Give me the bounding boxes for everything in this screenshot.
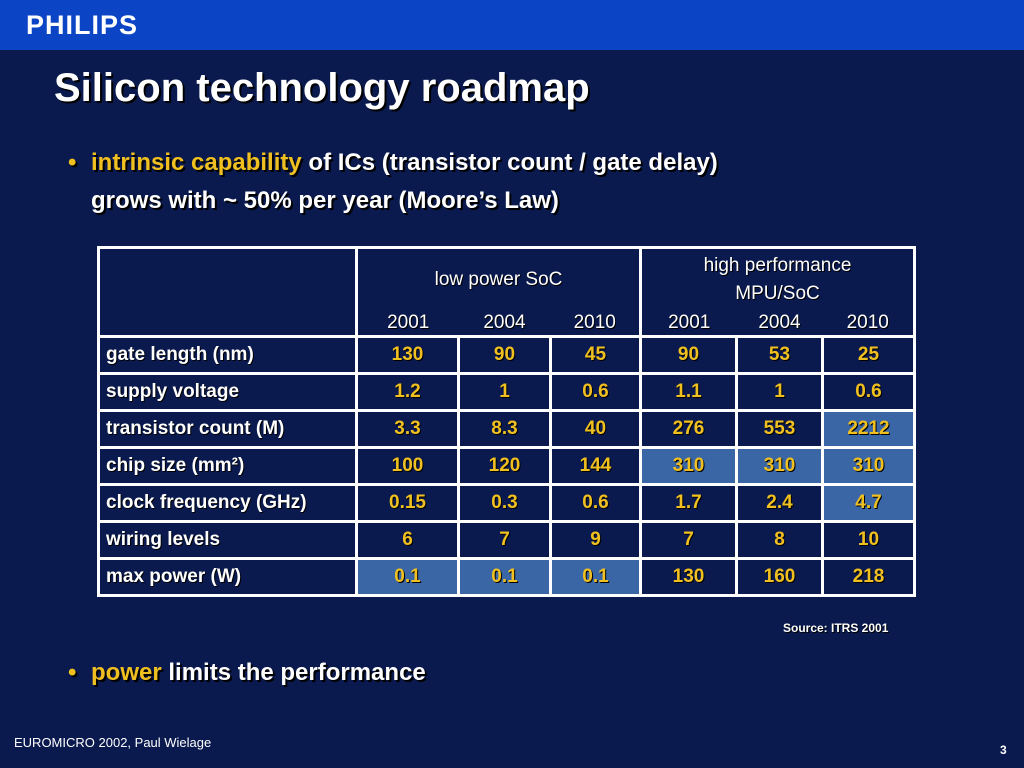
cell: 1 <box>735 372 824 412</box>
table-row: wiring levels 6 7 9 7 8 10 <box>97 520 916 560</box>
row-label: chip size (mm²) <box>97 446 358 486</box>
cell: 2.4 <box>735 483 824 523</box>
cell: 25 <box>821 335 916 375</box>
cell-shaded: 310 <box>735 446 824 486</box>
cell: 0.6 <box>821 372 916 412</box>
cell: 218 <box>821 557 916 597</box>
cell: 10 <box>821 520 916 560</box>
cell: 90 <box>639 335 738 375</box>
header-corner <box>97 246 358 338</box>
source-note: Source: ITRS 2001 <box>783 621 889 635</box>
table-row: supply voltage 1.2 1 0.6 1.1 1 0.6 <box>97 372 916 412</box>
cell-shaded: 310 <box>639 446 738 486</box>
cell: 0.3 <box>457 483 552 523</box>
table-row: chip size (mm²) 100 120 144 310 310 310 <box>97 446 916 486</box>
cell: 45 <box>549 335 642 375</box>
bullet-rest: limits the performance <box>161 659 426 686</box>
header-low-power: low power SoC <box>355 246 642 311</box>
cell-shaded: 310 <box>821 446 916 486</box>
top-bar: PHILIPS <box>0 0 1024 50</box>
cell: 276 <box>639 409 738 449</box>
cell: 1.1 <box>639 372 738 412</box>
year-low-2010: 2010 <box>550 311 642 337</box>
row-label: wiring levels <box>97 520 358 560</box>
header-high-performance: high performance MPU/SoC <box>639 246 916 311</box>
cell: 3.3 <box>355 409 460 449</box>
roadmap-table: low power SoC high performance MPU/SoC 2… <box>97 246 916 597</box>
cell: 553 <box>735 409 824 449</box>
cell: 100 <box>355 446 460 486</box>
footer-text: EUROMICRO 2002, Paul Wielage <box>14 735 212 750</box>
bullet-text: power limits the performance <box>91 654 426 692</box>
cell-shaded: 0.1 <box>457 557 552 597</box>
year-high-2004: 2004 <box>758 312 801 333</box>
bullet-highlight: power <box>91 659 162 686</box>
slide-title: Silicon technology roadmap <box>54 66 590 110</box>
cell: 130 <box>355 335 460 375</box>
row-label: clock frequency (GHz) <box>97 483 358 523</box>
year-high-2001: 2001 <box>668 312 711 333</box>
cell: 1.7 <box>639 483 738 523</box>
year-low-2001: 2001 <box>355 311 459 337</box>
cell: 40 <box>549 409 642 449</box>
cell: 0.15 <box>355 483 460 523</box>
year-low-2004: 2004 <box>483 312 526 333</box>
bullet-highlight: intrinsic capability <box>91 149 302 176</box>
header-high-performance-label: high performance MPU/SoC <box>703 255 852 304</box>
row-label: transistor count (M) <box>97 409 358 449</box>
cell: 160 <box>735 557 824 597</box>
year-high-2010: 2010 <box>822 311 916 337</box>
cell: 1 <box>457 372 552 412</box>
cell: 0.6 <box>549 372 642 412</box>
bullet-marker: • <box>68 149 77 176</box>
cell: 144 <box>549 446 642 486</box>
cell: 6 <box>355 520 460 560</box>
table-row: transistor count (M) 3.3 8.3 40 276 553 … <box>97 409 916 449</box>
table-row: clock frequency (GHz) 0.15 0.3 0.6 1.7 2… <box>97 483 916 523</box>
page-number: 3 <box>1000 743 1007 757</box>
cell-shaded: 0.1 <box>355 557 460 597</box>
cell: 53 <box>735 335 824 375</box>
row-label: max power (W) <box>97 557 358 597</box>
header-low-power-label: low power SoC <box>434 269 563 290</box>
table-row: gate length (nm) 130 90 45 90 53 25 <box>97 335 916 375</box>
cell: 8.3 <box>457 409 552 449</box>
row-label: supply voltage <box>97 372 358 412</box>
table-row: max power (W) 0.1 0.1 0.1 130 160 218 <box>97 557 916 597</box>
bullet-text: intrinsic capability of ICs (transistor … <box>91 144 718 220</box>
bullet-line-2: grows with ~ 50% per year (Moore’s Law) <box>91 187 559 214</box>
bullet-marker: • <box>68 659 77 686</box>
cell-shaded: 2212 <box>821 409 916 449</box>
cell-shaded: 0.1 <box>549 557 642 597</box>
cell: 8 <box>735 520 824 560</box>
cell: 120 <box>457 446 552 486</box>
cell: 130 <box>639 557 738 597</box>
cell: 1.2 <box>355 372 460 412</box>
cell: 90 <box>457 335 552 375</box>
row-label: gate length (nm) <box>97 335 358 375</box>
bullet-rest: of ICs (transistor count / gate delay) <box>301 149 718 176</box>
cell-shaded: 4.7 <box>821 483 916 523</box>
philips-logo: PHILIPS <box>26 10 139 40</box>
cell: 7 <box>457 520 552 560</box>
cell: 0.6 <box>549 483 642 523</box>
cell: 9 <box>549 520 642 560</box>
cell: 7 <box>639 520 738 560</box>
